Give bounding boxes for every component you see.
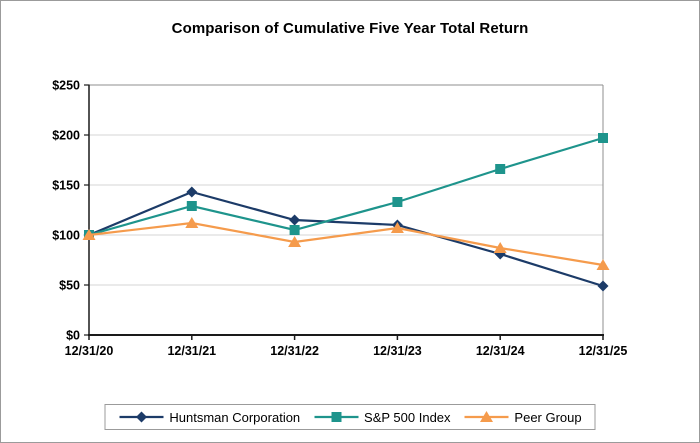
triangle-marker xyxy=(596,259,610,270)
diamond-marker xyxy=(289,214,301,226)
y-tick-label: $150 xyxy=(52,179,80,193)
square-marker xyxy=(289,225,300,235)
x-tick-label: 12/31/20 xyxy=(65,344,114,358)
legend-item-huntsman-corporation: Huntsman Corporation xyxy=(118,410,300,425)
y-tick-label: $0 xyxy=(66,329,80,343)
square-marker xyxy=(392,197,403,207)
series-line xyxy=(88,190,604,288)
square-marker xyxy=(495,164,506,174)
x-tick-label: 12/31/24 xyxy=(476,344,525,358)
square-marker xyxy=(598,133,608,143)
triangle-marker xyxy=(493,242,507,253)
x-tick-label: 12/31/25 xyxy=(579,344,628,358)
diamond-marker xyxy=(186,186,198,198)
x-tick-label: 12/31/22 xyxy=(270,344,319,358)
series-line xyxy=(88,136,604,237)
series-line xyxy=(88,221,604,267)
chart-title: Comparison of Cumulative Five Year Total… xyxy=(171,20,529,37)
legend-label-sp500-index: S&P 500 Index xyxy=(364,409,451,425)
legend-diamond-marker-icon xyxy=(119,411,164,423)
chart-legend: Huntsman Corporation S&P 500 Index Peer … xyxy=(104,404,596,430)
legend-item-sp500-index: S&P 500 Index xyxy=(313,410,451,425)
legend-triangle-marker-icon xyxy=(464,411,509,422)
legend-item-peer-group: Peer Group xyxy=(463,409,582,425)
y-tick-label: $250 xyxy=(52,79,80,93)
y-tick-label: $50 xyxy=(59,279,80,293)
triangle-marker xyxy=(479,411,493,422)
square-marker xyxy=(331,412,342,422)
diamond-marker xyxy=(135,411,147,423)
y-tick-label: $100 xyxy=(52,229,80,243)
triangle-marker xyxy=(185,217,199,228)
diamond-marker xyxy=(597,280,609,292)
triangle-marker xyxy=(390,222,404,233)
y-tick-label: $200 xyxy=(52,129,80,143)
legend-square-marker-icon xyxy=(314,412,359,422)
square-marker xyxy=(186,201,197,211)
x-tick-label: 12/31/23 xyxy=(373,344,422,358)
triangle-marker xyxy=(288,236,302,247)
triangle-marker xyxy=(82,229,96,240)
x-tick-label: 12/31/21 xyxy=(167,344,216,358)
legend-label-huntsman-corporation: Huntsman Corporation xyxy=(169,409,301,425)
legend-label-peer-group: Peer Group xyxy=(514,409,582,425)
